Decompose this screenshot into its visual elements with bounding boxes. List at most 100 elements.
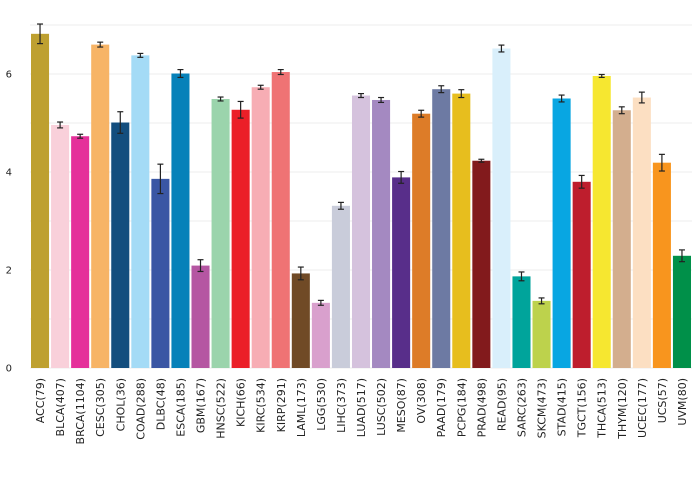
bar-ov (412, 113, 431, 368)
x-category-label: THYM(120) (616, 378, 629, 440)
bar-dlbc (151, 178, 170, 368)
x-category-label: CHOL(36) (114, 378, 127, 431)
error-bar-thca (598, 73, 605, 79)
x-category-label: THCA(513) (596, 378, 609, 439)
bar-cesc (91, 44, 110, 368)
x-category-label: UVM(80) (676, 378, 689, 426)
error-bar-tgct (578, 174, 585, 189)
error-bar-thym (618, 106, 625, 115)
x-category-label: ACC(79) (34, 378, 47, 423)
error-bar-lihc (337, 201, 344, 210)
error-bar-prad (478, 158, 485, 163)
bar-pcpg (452, 93, 471, 368)
error-bar-blca (57, 121, 64, 129)
bar-blca (51, 124, 70, 369)
x-category-label: LUAD(517) (355, 378, 368, 437)
error-bar-dlbc (157, 163, 164, 195)
bar-kirc (251, 87, 270, 368)
error-bar-gbm (197, 259, 204, 273)
bar-skcm (532, 300, 551, 368)
error-bar-kirc (257, 84, 264, 90)
x-category-label: MESO(87) (395, 378, 408, 433)
error-bar-kich (237, 100, 244, 119)
x-category-label: KIRP(291) (275, 378, 288, 432)
x-category-label: LGG(530) (315, 378, 328, 431)
bars-layer (31, 33, 691, 369)
bar-paad (432, 89, 451, 368)
bar-esca (171, 73, 190, 368)
bar-acc (31, 33, 50, 368)
bar-read (492, 48, 511, 369)
x-category-label: GBM(167) (195, 378, 208, 433)
error-bar-meso (398, 170, 405, 184)
bar-ucec (632, 97, 651, 369)
y-axis-ticks: 0 2 4 6 (6, 70, 12, 375)
error-bar-uvm (678, 249, 685, 263)
x-category-label: KICH(66) (235, 378, 248, 427)
bar-ucs (652, 162, 671, 368)
error-bar-coad (137, 52, 144, 58)
bar-laml (291, 273, 310, 368)
x-category-label: KIRC(534) (255, 378, 268, 433)
x-category-label: PRAD(498) (475, 378, 488, 437)
error-bar-chol (117, 111, 124, 134)
x-category-label: HNSC(522) (215, 378, 228, 439)
bar-lihc (331, 205, 350, 368)
x-category-label: BLCA(407) (54, 378, 67, 436)
x-category-label: STAD(415) (556, 378, 569, 436)
x-category-label: TGCT(156) (576, 378, 589, 438)
error-bar-ov (418, 109, 425, 118)
x-category-label: BRCA(1104) (74, 378, 87, 444)
bar-lusc (372, 99, 391, 368)
bar-sarc (512, 276, 531, 368)
bar-coad (131, 55, 150, 368)
bar-thca (592, 75, 611, 369)
error-bars-layer (37, 23, 685, 306)
y-tick-label: 0 (6, 364, 12, 375)
x-category-label: CESC(305) (94, 378, 107, 437)
error-bar-pcpg (458, 89, 465, 99)
y-tick-label: 2 (6, 266, 12, 277)
error-bar-paad (438, 85, 445, 94)
x-category-label: COAD(288) (134, 378, 147, 440)
error-bar-luad (358, 92, 364, 99)
bar-stad (552, 98, 571, 368)
x-category-label: LUSC(502) (375, 378, 388, 436)
bar-chol (111, 122, 130, 368)
error-bar-lusc (378, 96, 385, 104)
error-bar-stad (558, 94, 565, 103)
y-tick-label: 6 (6, 70, 12, 81)
x-category-label: READ(95) (495, 378, 508, 431)
error-bar-ucec (638, 91, 645, 104)
bar-tgct (572, 181, 591, 368)
x-axis-labels: ACC(79) BLCA(407) BRCA(1104) CESC(305) CHOL(… (34, 378, 689, 444)
bar-brca (71, 136, 90, 368)
y-tick-label: 4 (6, 168, 12, 179)
x-category-label: UCEC(177) (636, 378, 649, 438)
error-bar-sarc (518, 271, 525, 282)
error-bar-esca (177, 68, 184, 79)
error-bar-read (498, 44, 505, 53)
bar-prad (472, 160, 491, 368)
error-bar-kirp (277, 68, 284, 76)
error-bar-brca (77, 133, 84, 139)
error-bar-acc (37, 23, 44, 45)
x-category-label: LAML(173) (295, 378, 308, 437)
error-bar-hnsc (217, 96, 224, 102)
bar-meso (392, 177, 411, 368)
x-category-label: LIHC(373) (335, 378, 348, 433)
error-bar-ucs (658, 153, 665, 172)
bar-kirp (271, 72, 290, 368)
error-bar-lgg (317, 299, 324, 306)
error-bar-cesc (97, 41, 104, 48)
bar-hnsc (211, 98, 230, 369)
bar-luad (351, 95, 371, 368)
bar-gbm (191, 265, 210, 368)
x-category-label: UCS(57) (656, 378, 669, 423)
x-category-label: PAAD(179) (435, 378, 448, 437)
x-category-label: PCPG(184) (455, 378, 468, 437)
x-category-label: OV(308) (415, 378, 428, 424)
x-category-label: SKCM(473) (536, 378, 549, 438)
error-bar-skcm (538, 297, 545, 305)
